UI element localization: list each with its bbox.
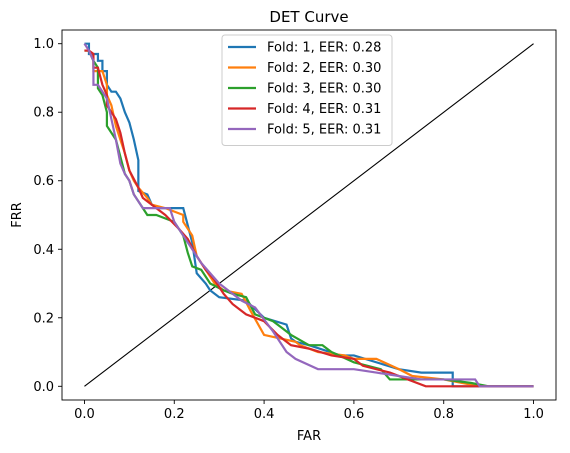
x-tick-label: 0.8: [433, 407, 454, 422]
reference-diagonal-line: [84, 43, 534, 387]
legend-label-fold-5: Fold: 5, EER: 0.31: [267, 123, 381, 138]
x-tick-label: 0.2: [164, 407, 185, 422]
legend: Fold: 1, EER: 0.28 Fold: 2, EER: 0.30 Fold…: [221, 34, 393, 146]
x-tick-label: 0.4: [254, 407, 275, 422]
x-tick-label: 1.0: [523, 407, 544, 422]
y-tick-label: 0.6: [33, 174, 54, 189]
y-tick-label: 1.0: [33, 37, 54, 52]
y-axis-label: FRR: [10, 202, 25, 228]
y-tick-label: 0.8: [33, 106, 54, 121]
legend-label-fold-4: Fold: 4, EER: 0.31: [267, 102, 381, 117]
chart-title: DET Curve: [269, 8, 348, 26]
x-axis-label: FAR: [297, 429, 321, 444]
y-tick-label: 0.4: [33, 243, 54, 258]
legend-label-fold-3: Fold: 3, EER: 0.30: [267, 82, 381, 97]
plot-content: [83, 42, 534, 388]
x-tick-label: 0.6: [344, 407, 365, 422]
axes-border: [61, 29, 557, 401]
legend-box: [221, 34, 393, 146]
series-line-fold-5: [83, 43, 534, 388]
axis-ticks: 0.0 0.2 0.4 0.6 0.8 1.0 0.0 0.2 0.4 0.6 0.8 1.0: [33, 37, 544, 422]
x-tick-label: 0.0: [74, 407, 95, 422]
y-tick-label: 0.2: [33, 311, 54, 326]
legend-label-fold-1: Fold: 1, EER: 0.28: [267, 41, 381, 56]
y-tick-label: 0.0: [33, 380, 54, 395]
series-line-fold-1: [84, 42, 534, 388]
series-line-fold-3: [84, 49, 534, 388]
legend-label-fold-2: Fold: 2, EER: 0.30: [267, 61, 381, 76]
axes-frame: [61, 29, 557, 401]
